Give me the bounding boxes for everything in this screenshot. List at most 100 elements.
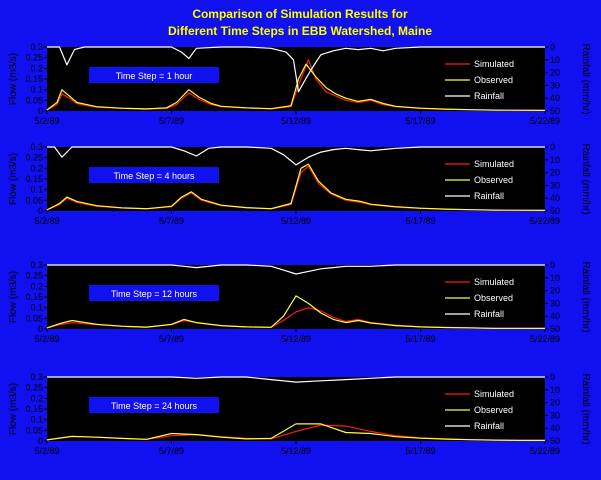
legend-label: Rainfall [474, 309, 504, 319]
y-tick-label: 0.1 [30, 415, 43, 425]
y-tick-label: 0.05 [25, 313, 43, 323]
y-tick-label: 0.05 [25, 425, 43, 435]
y2-axis-label: Rainfall (mm/hr) [580, 143, 591, 214]
y-tick-label: 0.3 [30, 42, 43, 52]
legend-label: Simulated [474, 159, 514, 169]
series-line-observed [46, 423, 545, 441]
x-tick-label: 5/22/89 [530, 446, 560, 456]
legend-label: Observed [474, 293, 513, 303]
legend-label: Simulated [474, 59, 514, 69]
y2-tick-label: 0 [550, 372, 555, 382]
y-tick-label: 0 [38, 106, 43, 116]
y-axis-label: Flow (m3/s) [8, 153, 19, 205]
y2-tick-label: 50 [550, 324, 560, 334]
y2-tick-label: 30 [550, 298, 560, 308]
y-tick-label: 0.3 [30, 372, 43, 382]
y2-axis-label: Rainfall (mm/hr) [580, 373, 591, 444]
y-tick-label: 0.15 [25, 292, 43, 302]
y2-tick-label: 20 [550, 286, 560, 296]
y-axis-label: Flow (m3/s) [8, 383, 19, 435]
x-tick-label: 5/17/89 [405, 446, 435, 456]
time-step-label: Time Step = 1 hour [116, 71, 192, 81]
y-tick-label: 0.1 [30, 85, 43, 95]
legend-label: Simulated [474, 277, 514, 287]
x-tick-label: 5/12/89 [281, 446, 311, 456]
y2-tick-label: 30 [550, 410, 560, 420]
legend-label: Observed [474, 405, 513, 415]
y-tick-label: 0.25 [25, 153, 43, 163]
y2-tick-label: 50 [550, 106, 560, 116]
legend-label: Simulated [474, 389, 514, 399]
x-tick-label: 5/22/89 [530, 334, 560, 344]
x-tick-label: 5/22/89 [530, 216, 560, 226]
y-tick-label: 0.15 [25, 404, 43, 414]
y2-tick-label: 40 [550, 193, 560, 203]
y-tick-label: 0 [38, 436, 43, 446]
y-tick-label: 0.1 [30, 303, 43, 313]
legend-label: Observed [474, 75, 513, 85]
y2-tick-label: 40 [550, 93, 560, 103]
x-tick-label: 5/2/89 [34, 116, 59, 126]
x-tick-label: 5/2/89 [34, 334, 59, 344]
y2-tick-label: 20 [550, 398, 560, 408]
y2-tick-label: 40 [550, 311, 560, 321]
x-tick-label: 5/7/89 [159, 446, 184, 456]
chart-title-line2: Different Time Steps in EBB Watershed, M… [168, 24, 432, 38]
time-step-label: Time Step = 4 hours [114, 171, 195, 181]
time-step-box [89, 397, 219, 413]
time-step-box [89, 285, 219, 301]
time-step-box [89, 67, 219, 83]
y-tick-label: 0.3 [30, 260, 43, 270]
x-tick-label: 5/17/89 [405, 334, 435, 344]
x-tick-label: 5/2/89 [34, 216, 59, 226]
y2-tick-label: 10 [550, 155, 560, 165]
y-tick-label: 0.05 [25, 195, 43, 205]
y-tick-label: 0.2 [30, 63, 43, 73]
x-tick-label: 5/12/89 [281, 116, 311, 126]
series-line-rainfall [47, 146, 545, 166]
time-step-box [89, 167, 219, 183]
legend-label: Observed [474, 175, 513, 185]
series-line-rainfall [47, 264, 545, 275]
y-tick-label: 0.15 [25, 174, 43, 184]
y2-tick-label: 0 [550, 42, 555, 52]
y2-tick-label: 30 [550, 180, 560, 190]
y2-axis-label: Rainfall (mm/hr) [580, 261, 591, 332]
y-tick-label: 0.1 [30, 185, 43, 195]
series-line-observed [46, 63, 546, 111]
x-tick-label: 5/12/89 [281, 334, 311, 344]
y-axis-label: Flow (m3/s) [8, 271, 19, 323]
series-line-observed [46, 295, 545, 329]
y-tick-label: 0 [38, 206, 43, 216]
y2-tick-label: 20 [550, 168, 560, 178]
x-tick-label: 5/17/89 [405, 216, 435, 226]
y-tick-label: 0.2 [30, 281, 43, 291]
y-tick-label: 0 [38, 324, 43, 334]
y2-tick-label: 0 [550, 260, 555, 270]
chart-title-line1: Comparison of Simulation Results for [192, 7, 408, 21]
y-tick-label: 0.2 [30, 163, 43, 173]
y2-tick-label: 10 [550, 273, 560, 283]
y-tick-label: 0.3 [30, 142, 43, 152]
x-tick-label: 5/2/89 [34, 446, 59, 456]
legend-label: Rainfall [474, 421, 504, 431]
y2-tick-label: 10 [550, 55, 560, 65]
y-tick-label: 0.25 [25, 383, 43, 393]
y-axis-label: Flow (m3/s) [8, 53, 19, 105]
y2-tick-label: 40 [550, 423, 560, 433]
series-line-rainfall [47, 46, 545, 93]
y2-tick-label: 30 [550, 80, 560, 90]
y2-axis-label: Rainfall (mm/hr) [580, 43, 591, 114]
x-tick-label: 5/12/89 [281, 216, 311, 226]
x-tick-label: 5/17/89 [405, 116, 435, 126]
y-tick-label: 0.15 [25, 74, 43, 84]
time-step-label: Time Step = 12 hours [111, 289, 197, 299]
y-tick-label: 0.25 [25, 271, 43, 281]
y2-tick-label: 20 [550, 68, 560, 78]
y2-tick-label: 10 [550, 385, 560, 395]
